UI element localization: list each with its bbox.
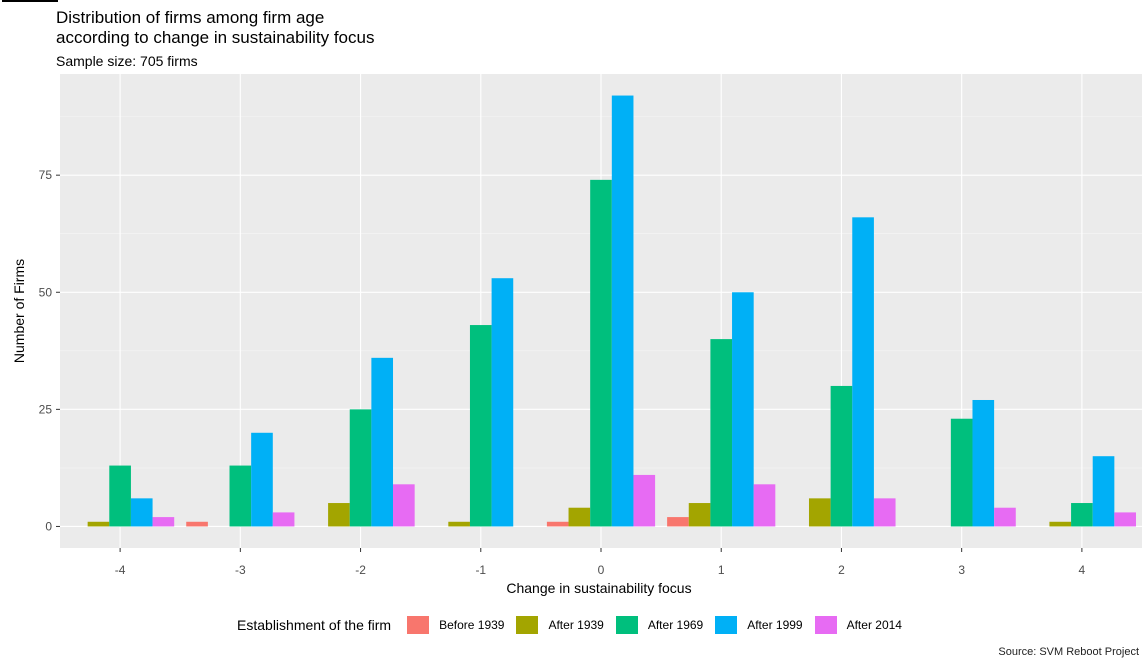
bar <box>633 474 656 527</box>
bar <box>1071 503 1093 527</box>
legend-swatch-before-1939 <box>407 616 430 634</box>
y-tick-label: 25 <box>39 402 53 416</box>
y-tick-label: 0 <box>45 519 52 533</box>
bar <box>349 409 372 527</box>
y-tick-label: 50 <box>39 285 53 299</box>
corner-mark <box>2 0 58 2</box>
bar <box>130 498 153 527</box>
legend-title: Establishment of the firm <box>237 617 392 633</box>
x-tick-label: 3 <box>958 563 965 577</box>
legend-label-after-1999: After 1999 <box>747 618 803 632</box>
bar <box>808 498 831 527</box>
x-tick-label: 0 <box>598 563 605 577</box>
x-axis-label: Change in sustainability focus <box>506 580 691 596</box>
x-tick-label: -3 <box>235 563 246 577</box>
bar <box>830 385 853 527</box>
chart-title-line-2: according to change in sustainability fo… <box>56 28 375 47</box>
bar <box>393 484 415 527</box>
bar <box>1092 456 1115 527</box>
bar <box>546 521 569 527</box>
chart-subtitle: Sample size: 705 firms <box>56 53 198 69</box>
title-block: Distribution of firms among firm age acc… <box>56 8 374 70</box>
chart-title-line-1: Distribution of firms among firm age <box>56 8 325 27</box>
bar <box>448 521 470 527</box>
bars-layer <box>87 95 1136 527</box>
legend: Establishment of the firm Before 1939 Af… <box>0 616 1145 634</box>
source-note: Source: SVM Reboot Project <box>998 646 1139 658</box>
bar <box>994 507 1016 527</box>
legend-item-before-1939: Before 1939 <box>407 616 504 634</box>
bar <box>568 507 591 527</box>
bar <box>469 325 492 527</box>
bar <box>710 339 733 527</box>
legend-item-after-2014: After 2014 <box>814 616 902 634</box>
legend-label-after-1969: After 1969 <box>647 618 704 632</box>
legend-label-before-1939: Before 1939 <box>439 618 505 632</box>
legend-swatch-after-1939 <box>516 616 539 634</box>
legend-swatch-after-1969 <box>615 616 638 634</box>
bar <box>753 484 776 527</box>
x-tick-label: 2 <box>838 563 845 577</box>
bar <box>732 292 754 527</box>
x-tick-label: -4 <box>115 563 126 577</box>
legend-item-after-1969: After 1969 <box>615 616 704 634</box>
bar <box>491 278 514 527</box>
bar <box>590 179 612 527</box>
bar <box>688 503 711 527</box>
x-tick-label: 1 <box>718 563 725 577</box>
bar <box>667 517 689 527</box>
bar <box>1049 521 1072 527</box>
bar <box>972 399 995 527</box>
x-tick-label: -1 <box>475 563 486 577</box>
bar <box>950 418 973 527</box>
legend-label-after-1939: After 1939 <box>548 618 604 632</box>
legend-item-after-1999: After 1999 <box>715 616 803 634</box>
legend-swatch-after-1999 <box>715 616 738 634</box>
bar <box>328 503 350 527</box>
x-tick-label: -2 <box>355 563 366 577</box>
bar <box>272 512 295 527</box>
bar <box>186 521 208 527</box>
y-axis-label: Number of Firms <box>11 259 27 363</box>
y-tick-label: 75 <box>39 168 53 182</box>
bar <box>873 498 896 527</box>
legend-item-after-1939: After 1939 <box>516 616 604 634</box>
bar <box>852 217 874 527</box>
bar <box>109 465 131 527</box>
legend-swatch-after-2014 <box>814 616 837 634</box>
bar <box>371 357 394 527</box>
axis-layer: 0 25 50 75 -4 -3 -2 -1 0 1 2 3 4 <box>39 168 1086 577</box>
bar <box>87 521 110 527</box>
bar <box>251 432 273 527</box>
legend-label-after-2014: After 2014 <box>846 618 902 632</box>
bar <box>152 517 175 527</box>
bar <box>1114 512 1136 527</box>
bar <box>611 95 634 527</box>
bar <box>229 465 252 527</box>
x-tick-label: 4 <box>1079 563 1086 577</box>
